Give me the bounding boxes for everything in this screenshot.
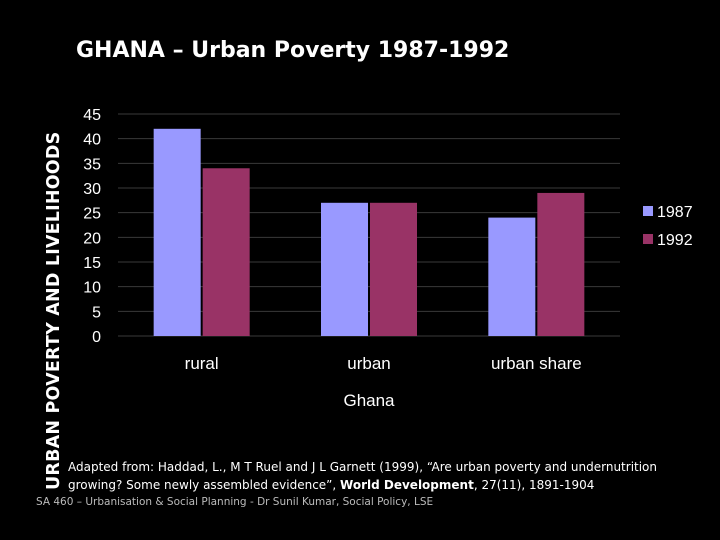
legend: 1987 1992 bbox=[643, 204, 693, 249]
bars bbox=[153, 128, 585, 336]
x-axis-categories: rural urban urban share bbox=[185, 354, 582, 373]
source-suffix: , 27(11), 1891-1904 bbox=[473, 478, 595, 492]
y-tick-label: 0 bbox=[92, 329, 101, 346]
page-title: GHANA – Urban Poverty 1987-1992 bbox=[76, 38, 510, 63]
legend-swatch bbox=[643, 234, 653, 244]
bar-1987 bbox=[153, 128, 201, 336]
x-category-label: urban share bbox=[491, 354, 582, 373]
footer: SA 460 – Urbanisation & Social Planning … bbox=[36, 496, 434, 508]
y-tick-label: 45 bbox=[83, 107, 101, 124]
bar-1987 bbox=[488, 217, 536, 336]
x-category-label: urban bbox=[347, 354, 390, 373]
y-tick-label: 30 bbox=[83, 181, 101, 198]
source-citation: Adapted from: Haddad, L., M T Ruel and J… bbox=[68, 458, 708, 494]
y-tick-label: 35 bbox=[83, 156, 101, 173]
y-tick-label: 5 bbox=[92, 304, 101, 321]
legend-label: 1992 bbox=[657, 232, 693, 249]
source-prefix: Adapted from: Haddad, L., M T Ruel and J… bbox=[68, 460, 658, 492]
y-tick-label: 40 bbox=[83, 132, 101, 149]
source-journal: World Development bbox=[340, 478, 474, 492]
bar-1992 bbox=[537, 192, 585, 336]
y-axis-ticks: 0 5 10 15 20 25 30 35 40 45 bbox=[83, 107, 101, 346]
x-axis-label: Ghana bbox=[343, 391, 395, 410]
gridlines bbox=[118, 113, 620, 337]
bar-1992 bbox=[370, 202, 417, 336]
bar-1987 bbox=[321, 202, 368, 336]
legend-label: 1987 bbox=[657, 204, 693, 221]
y-tick-label: 15 bbox=[83, 255, 101, 272]
y-tick-label: 25 bbox=[83, 206, 101, 223]
y-tick-label: 10 bbox=[83, 280, 101, 297]
legend-swatch bbox=[643, 206, 653, 216]
bar-1992 bbox=[202, 168, 250, 336]
x-category-label: rural bbox=[185, 354, 219, 373]
y-tick-label: 20 bbox=[83, 230, 101, 247]
